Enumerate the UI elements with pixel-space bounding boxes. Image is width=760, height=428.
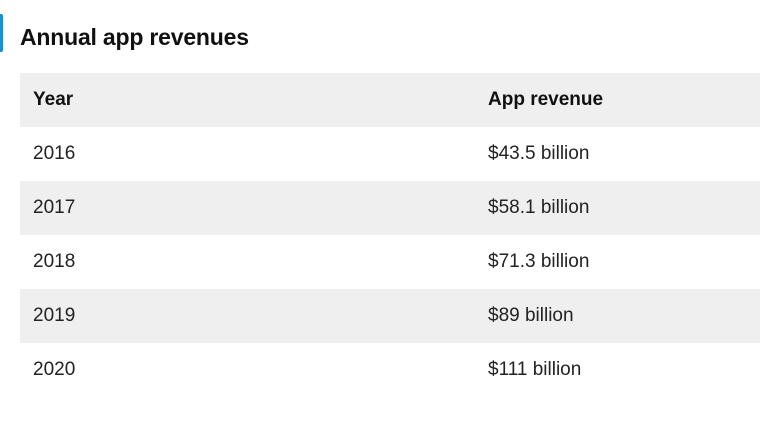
revenue-table: Year App revenue 2016 $43.5 billion 2017… — [20, 73, 760, 397]
revenue-column-header: App revenue — [488, 89, 604, 110]
section-title: Annual app revenues — [20, 24, 249, 50]
year-column-header: Year — [33, 89, 74, 110]
table-row: 2016 $43.5 billion — [20, 127, 760, 181]
year-cell: 2020 — [33, 359, 76, 380]
revenue-cell: $43.5 billion — [488, 143, 590, 164]
year-cell: 2016 — [33, 143, 76, 164]
revenue-cell: $58.1 billion — [488, 197, 590, 218]
revenue-cell: $71.3 billion — [488, 251, 590, 272]
year-cell: 2017 — [33, 197, 76, 218]
revenue-cell: $89 billion — [488, 305, 574, 326]
table-row: 2017 $58.1 billion — [20, 181, 760, 235]
table-row: 2019 $89 billion — [20, 289, 760, 343]
table-row: 2018 $71.3 billion — [20, 235, 760, 289]
table-row: 2020 $111 billion — [20, 343, 760, 397]
table-header-row: Year App revenue — [20, 73, 760, 127]
section-accent-bar — [0, 14, 3, 52]
year-cell: 2018 — [33, 251, 76, 272]
year-cell: 2019 — [33, 305, 76, 326]
revenue-cell: $111 billion — [488, 359, 582, 380]
